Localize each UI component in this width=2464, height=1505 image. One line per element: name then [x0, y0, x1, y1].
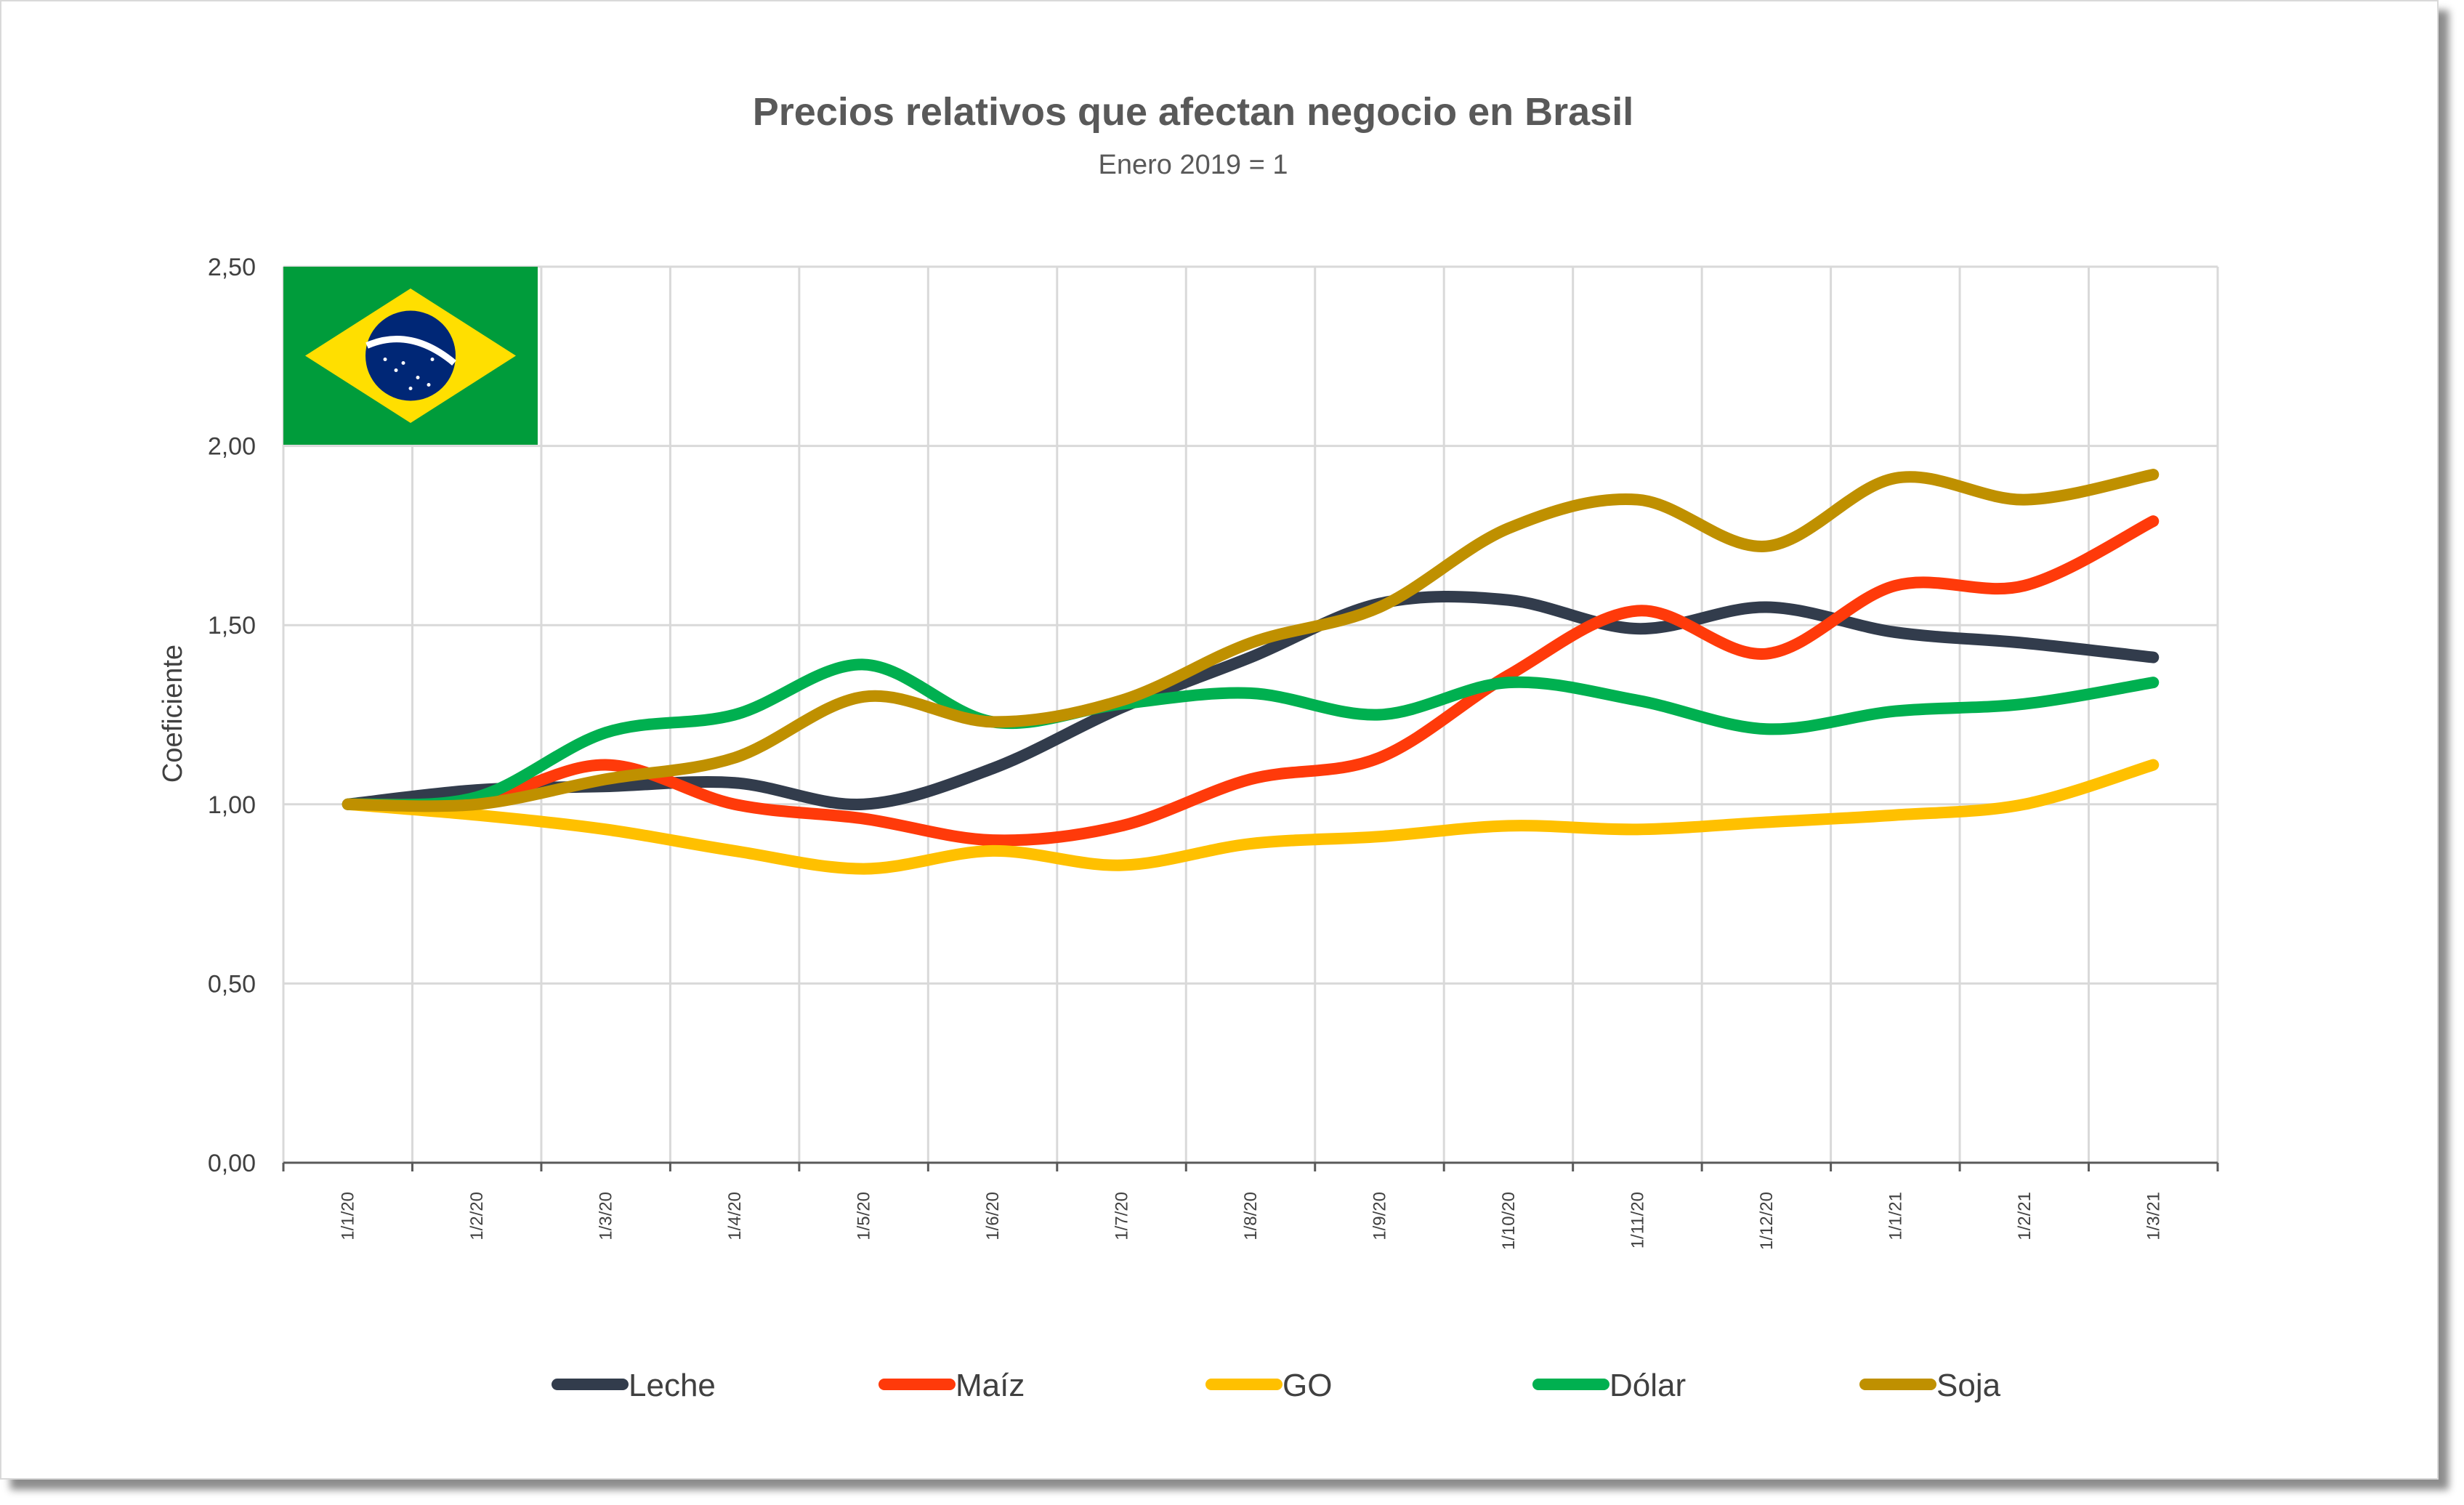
- legend: Leche Maíz GO Dólar Soja: [552, 1368, 2001, 1403]
- legend-label-maiz: Maíz: [956, 1368, 1025, 1403]
- axes: 0,00 0,50 1,00 1,50 2,00 2,50 1/1/20 1/2/20 1/3/…: [208, 254, 2219, 1250]
- series-lines: [342, 469, 2160, 875]
- flag-star: [408, 387, 413, 390]
- series-line-maiz: [342, 515, 2160, 847]
- chart-title: Precios relativos que afectan negocio en…: [753, 90, 1633, 134]
- flag-star: [430, 358, 435, 361]
- legend-label-dolar: Dólar: [1609, 1368, 1686, 1403]
- y-tick-label: 2,50: [208, 254, 256, 281]
- x-tick-label: 1/2/20: [467, 1192, 487, 1240]
- flag-star: [416, 376, 420, 379]
- y-tick-label: 1,50: [208, 612, 256, 639]
- flag-star: [427, 383, 431, 387]
- x-tick-label: 1/4/20: [725, 1192, 745, 1240]
- x-tick-label: 1/8/20: [1241, 1192, 1261, 1240]
- series-line-go: [342, 759, 2160, 875]
- y-axis-label: Coeficiente: [158, 645, 188, 783]
- flag-star: [394, 368, 398, 372]
- x-tick-label: 1/7/20: [1112, 1192, 1132, 1240]
- x-tick-label: 1/12/20: [1757, 1192, 1777, 1250]
- x-tick-label: 1/5/20: [855, 1192, 874, 1240]
- legend-label-leche: Leche: [629, 1368, 716, 1403]
- chart-canvas: Precios relativos que afectan negocio en…: [158, 90, 2219, 1403]
- x-tick-label: 1/10/20: [1499, 1192, 1519, 1250]
- x-tick-label: 1/6/20: [983, 1192, 1003, 1240]
- x-tick-label: 1/9/20: [1370, 1192, 1389, 1240]
- chart-frame: Precios relativos que afectan negocio en…: [0, 0, 2439, 1480]
- y-tick-label: 2,00: [208, 433, 256, 461]
- y-tick-label: 0,00: [208, 1150, 256, 1177]
- y-tick-label: 1,00: [208, 791, 256, 819]
- flag-star: [383, 358, 387, 361]
- flag-white-band: [365, 336, 456, 366]
- x-tick-label: 1/3/20: [597, 1192, 616, 1240]
- series-line-soja: [342, 469, 2160, 812]
- x-tick-label: 1/1/20: [339, 1192, 358, 1240]
- x-tick-label: 1/11/20: [1628, 1192, 1647, 1248]
- brazil-flag-image: [283, 267, 538, 445]
- x-tick-label: 1/3/21: [2144, 1192, 2163, 1240]
- series-line-dolar: [342, 658, 2160, 811]
- chart-subtitle: Enero 2019 = 1: [1099, 150, 1288, 180]
- x-tick-label: 1/2/21: [2015, 1192, 2035, 1240]
- flag-blue-globe: [365, 310, 456, 401]
- legend-label-soja: Soja: [1936, 1368, 2001, 1403]
- series-line-leche: [342, 591, 2160, 811]
- flag-star: [401, 361, 405, 365]
- y-tick-label: 0,50: [208, 970, 256, 998]
- x-tick-label: 1/1/21: [1886, 1192, 1905, 1240]
- legend-label-go: GO: [1283, 1368, 1332, 1403]
